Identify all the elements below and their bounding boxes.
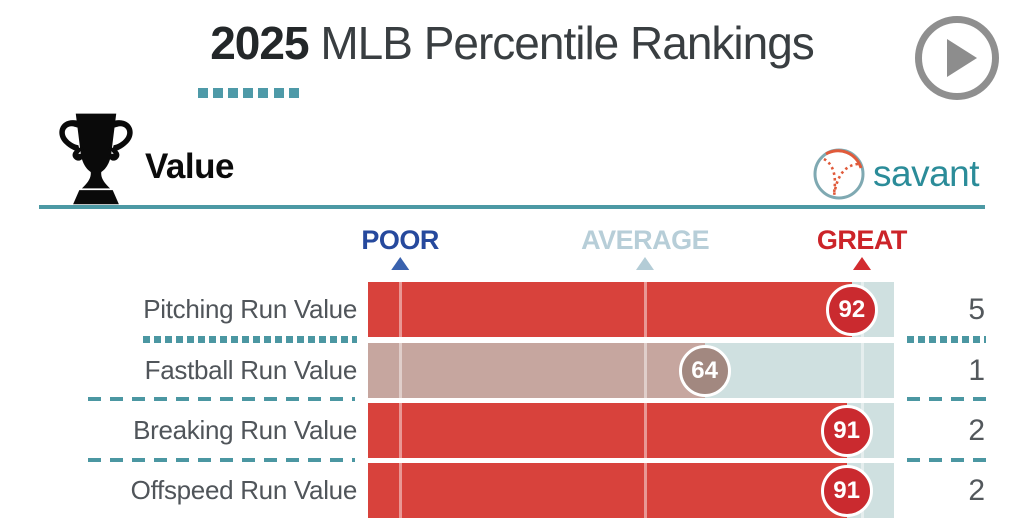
bar-track[interactable]: 91 (368, 463, 894, 518)
section-divider (39, 205, 985, 209)
scale-marker-line (399, 403, 403, 458)
brand-name: savant (873, 153, 980, 194)
row-separator (907, 458, 986, 462)
play-button[interactable] (915, 16, 999, 100)
scale-marker-triangle-icon (391, 257, 410, 270)
scale-marker-average: AVERAGE (581, 225, 710, 270)
bar-track[interactable]: 64 (368, 343, 894, 398)
row-separator (143, 336, 357, 343)
brand-logo: savant (812, 146, 980, 202)
percentile-badge[interactable]: 91 (820, 404, 873, 457)
bar-row-label: Offspeed Run Value (130, 475, 358, 505)
page-title: 2025 MLB Percentile Rankings (0, 16, 1024, 70)
row-separator (88, 458, 355, 462)
run-value: 1 (968, 354, 985, 387)
scale-marker-line (644, 463, 648, 518)
bar-row-label: Breaking Run Value (133, 415, 357, 445)
scale-marker-line (399, 343, 403, 398)
scale-marker-great: GREAT (817, 226, 907, 270)
scale-header: POOR AVERAGE GREAT (361, 225, 907, 278)
scale-marker-line (399, 282, 403, 337)
row-separator (907, 397, 986, 401)
scale-marker-line (860, 343, 864, 398)
bar-fill (368, 282, 852, 337)
trophy-icon (59, 113, 133, 205)
bar-fill (368, 343, 705, 398)
bar-row-label: Fastball Run Value (144, 355, 358, 385)
section-title: Value (145, 147, 234, 186)
run-value: 2 (968, 474, 985, 507)
title-year: 2025 (210, 17, 309, 69)
baseball-icon (813, 148, 865, 200)
scale-marker-triangle-icon (852, 257, 871, 270)
scale-marker-label: POOR (361, 225, 439, 255)
run-value: 2 (968, 414, 985, 447)
bar-fill (368, 463, 847, 518)
scale-marker-triangle-icon (636, 257, 655, 270)
scale-marker-label: GREAT (816, 225, 908, 255)
scale-marker-poor: POOR (361, 226, 439, 270)
percentile-badge[interactable]: 92 (825, 283, 878, 336)
percentile-badge[interactable]: 64 (678, 344, 731, 397)
title-rest: MLB Percentile Rankings (308, 17, 814, 69)
scale-marker-line (399, 463, 403, 518)
bar-track[interactable]: 92 (368, 282, 894, 337)
row-separator (88, 397, 355, 401)
percentile-badge[interactable]: 91 (820, 464, 873, 517)
scale-marker-line (644, 403, 648, 458)
bar-fill (368, 403, 847, 458)
bar-track[interactable]: 91 (368, 403, 894, 458)
title-underline-dots (198, 88, 299, 98)
run-value: 5 (968, 293, 985, 326)
row-separator (907, 336, 986, 343)
scale-marker-label: AVERAGE (581, 225, 710, 255)
bar-row-label: Pitching Run Value (143, 294, 357, 324)
scale-marker-line (644, 282, 648, 337)
scale-marker-line (644, 343, 648, 398)
play-icon (947, 39, 977, 77)
